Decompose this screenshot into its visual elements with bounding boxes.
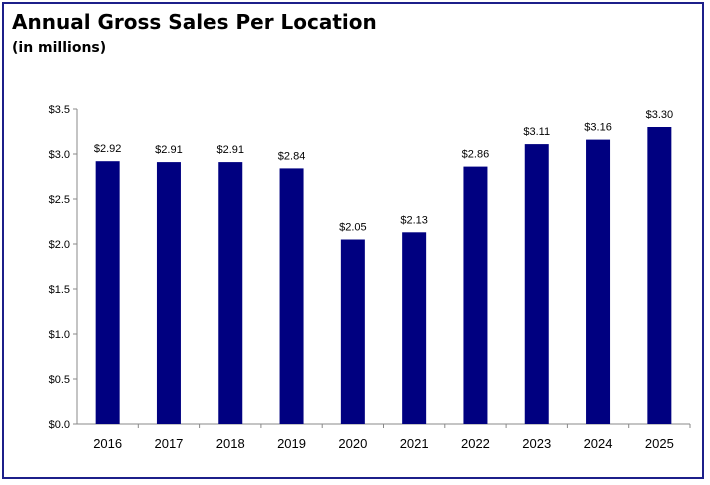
x-category-label: 2022 [461, 436, 490, 451]
y-tick-label: $2.0 [49, 239, 70, 251]
chart-x-categories: 2016 2017 2018 2019 2020 2021 2022 2023 2024 2025 [93, 424, 691, 451]
y-tick-label: $2.5 [49, 194, 70, 206]
chart-bars [95, 127, 672, 424]
chart-y-ticks: $0.0 $0.5 $1.0 $1.5 $2.0 $2.5 $3.0 $3.5 [49, 104, 77, 431]
chart-data-labels: $2.92 $2.91 $2.91 $2.84 $2.05 $2.13 $2.86 $3.11… [94, 109, 673, 234]
x-category-label: 2019 [277, 436, 306, 451]
data-label: $3.11 [523, 126, 550, 138]
chart-subtitle: (in millions) [12, 40, 107, 56]
x-category-label: 2017 [154, 436, 183, 451]
x-category-label: 2021 [400, 436, 429, 451]
data-label: $3.16 [584, 122, 612, 134]
bar [463, 166, 488, 424]
y-tick-label: $3.5 [49, 104, 70, 116]
y-tick-label: $1.0 [49, 329, 70, 341]
bar [279, 168, 304, 424]
x-category-label: 2024 [584, 436, 613, 451]
y-tick-label: $0.0 [49, 419, 70, 431]
bar [586, 139, 611, 424]
bar [340, 239, 365, 424]
y-tick-label: $3.0 [49, 149, 70, 161]
bar [402, 232, 427, 424]
x-category-label: 2025 [645, 436, 674, 451]
y-tick-label: $1.5 [49, 284, 70, 296]
chart-title: Annual Gross Sales Per Location [12, 10, 377, 34]
y-tick-label: $0.5 [49, 374, 70, 386]
x-category-label: 2018 [216, 436, 245, 451]
data-label: $2.92 [94, 143, 122, 155]
bar [524, 144, 549, 424]
data-label: $2.84 [278, 150, 306, 162]
data-label: $2.13 [400, 214, 428, 226]
x-category-label: 2023 [522, 436, 551, 451]
data-label: $2.05 [339, 222, 367, 234]
data-label: $2.91 [155, 144, 183, 156]
bar [647, 127, 672, 424]
x-category-label: 2016 [93, 436, 122, 451]
bar [218, 162, 243, 424]
bar [95, 161, 120, 424]
data-label: $2.86 [462, 149, 490, 161]
data-label: $3.30 [646, 109, 674, 121]
bar [156, 162, 181, 424]
x-category-label: 2020 [338, 436, 367, 451]
data-label: $2.91 [216, 144, 244, 156]
